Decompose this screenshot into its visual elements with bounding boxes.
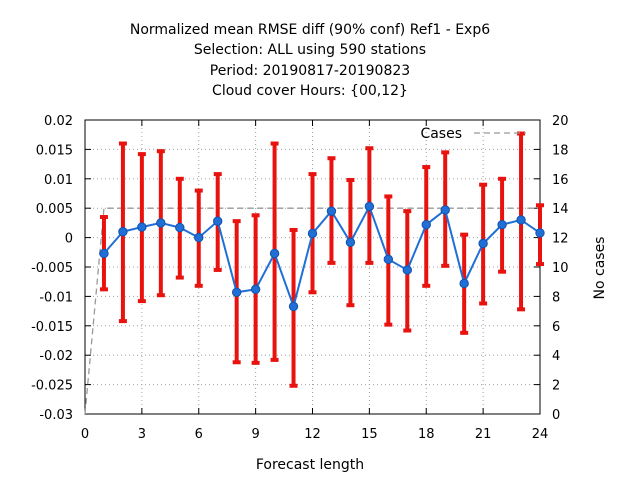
x-tick-label: 6 xyxy=(195,427,203,442)
data-point xyxy=(118,227,128,237)
y-tick-label: 0 xyxy=(65,232,73,247)
data-point xyxy=(497,219,507,230)
data-point xyxy=(269,248,280,259)
x-axis-label: Forecast length xyxy=(256,457,364,473)
y-tick-label: 0.015 xyxy=(36,143,73,158)
legend-label-cases: Cases xyxy=(420,126,462,142)
chart-title-line-2: Selection: ALL using 590 stations xyxy=(194,42,426,58)
data-point xyxy=(478,238,488,249)
data-point xyxy=(231,287,242,297)
legend: Cases xyxy=(420,126,526,142)
y-tick-label: -0.01 xyxy=(39,290,73,305)
data-point xyxy=(364,201,375,212)
data-point xyxy=(516,215,526,225)
data-point xyxy=(535,228,545,238)
data-point xyxy=(459,278,469,289)
error-bars xyxy=(99,131,544,388)
data-point xyxy=(383,254,394,265)
y-tick-label: 0.02 xyxy=(44,114,73,129)
y2-tick-label: 6 xyxy=(552,320,560,335)
x-tick-label: 3 xyxy=(138,427,146,442)
data-point xyxy=(137,222,147,232)
x-tick-label: 12 xyxy=(304,427,321,442)
x-tick-label: 24 xyxy=(532,427,549,442)
y2-tick-label: 4 xyxy=(552,349,560,364)
x-tick-label: 18 xyxy=(418,427,435,442)
y2-tick-label: 0 xyxy=(552,408,560,423)
axes: 0 3 6 9 12 15 18 21 24-0.03-0.025-0.02-0.015-0.0… xyxy=(31,114,568,442)
chart-title-line-3: Period: 20190817-20190823 xyxy=(210,63,410,79)
y-tick-label: -0.03 xyxy=(39,408,73,423)
data-point xyxy=(175,222,185,233)
rmse-diff-line xyxy=(103,203,541,310)
y-tick-label: -0.02 xyxy=(39,349,73,364)
data-point xyxy=(194,232,204,243)
y-tick-label: 0.005 xyxy=(36,202,73,217)
data-point xyxy=(288,301,299,312)
x-tick-label: 9 xyxy=(251,427,259,442)
y2-tick-label: 18 xyxy=(552,143,569,158)
y2-tick-label: 12 xyxy=(552,232,569,247)
y-tick-label: -0.005 xyxy=(31,261,73,276)
data-point xyxy=(345,237,356,248)
y2-tick-label: 8 xyxy=(552,290,560,305)
x-tick-label: 21 xyxy=(475,427,492,442)
y2-tick-label: 10 xyxy=(552,261,569,276)
x-tick-label: 0 xyxy=(81,427,89,442)
y-tick-label: 0.01 xyxy=(44,173,73,188)
data-point xyxy=(326,206,337,216)
data-point xyxy=(440,205,450,215)
data-point xyxy=(250,284,261,295)
data-point xyxy=(307,228,318,239)
grid xyxy=(85,120,540,414)
chart-title: Normalized mean RMSE diff (90% conf) Ref… xyxy=(130,22,490,99)
data-point xyxy=(156,218,166,228)
y2-tick-label: 20 xyxy=(552,114,569,129)
chart-title-line-1: Normalized mean RMSE diff (90% conf) Ref… xyxy=(130,22,490,38)
chart-title-line-4: Cloud cover Hours: {00,12} xyxy=(212,83,408,99)
y2-tick-label: 14 xyxy=(552,202,569,217)
data-point xyxy=(421,219,431,230)
y-tick-label: -0.015 xyxy=(31,320,73,335)
data-point xyxy=(99,248,109,259)
y2-tick-label: 16 xyxy=(552,173,569,188)
y2-tick-label: 2 xyxy=(552,379,560,394)
data-point xyxy=(213,216,223,226)
y-tick-label: -0.025 xyxy=(31,379,73,394)
rmse-diff-series xyxy=(99,201,545,312)
data-point xyxy=(402,265,412,275)
y2-axis-label: No cases xyxy=(592,237,608,300)
x-tick-label: 15 xyxy=(361,427,378,442)
